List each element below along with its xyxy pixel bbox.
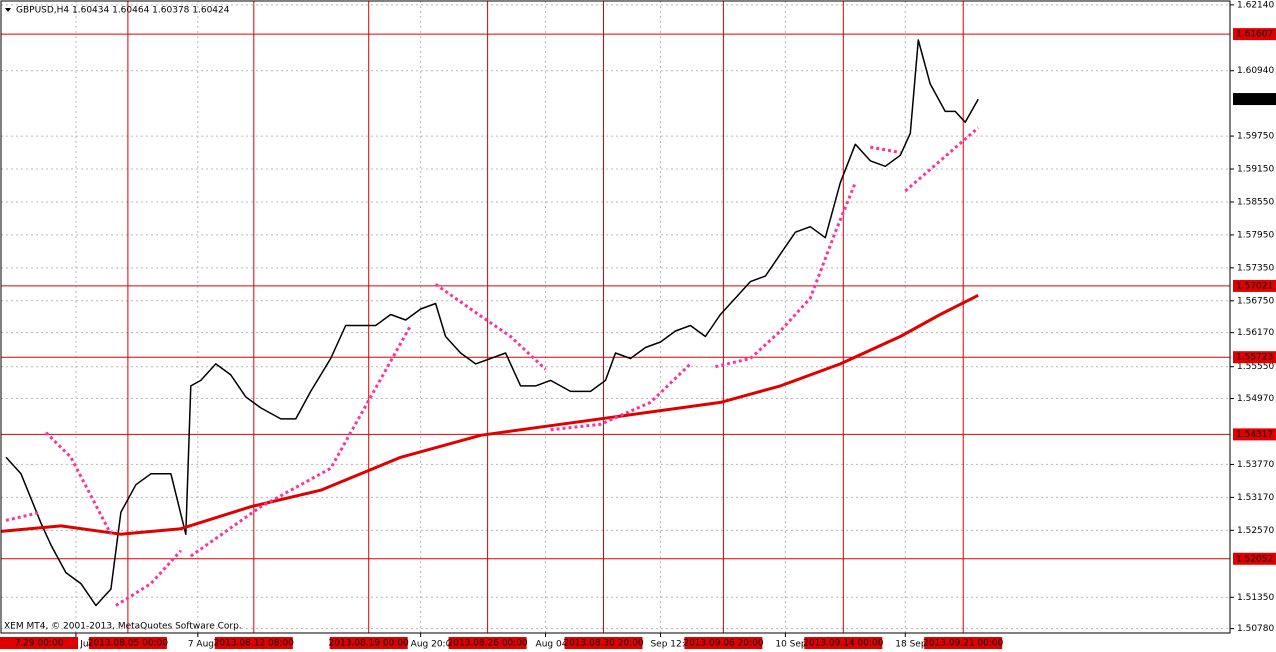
level-label: 1.61607	[1236, 30, 1273, 40]
date-tag	[329, 637, 408, 649]
date-label: 2013.08.26 00:00	[447, 639, 528, 649]
level-tag	[1233, 552, 1276, 565]
y-tick-label: 1.59750	[1237, 132, 1274, 142]
y-tick-label: 1.50780	[1237, 624, 1274, 634]
level-tag	[1233, 28, 1276, 41]
y-tick-label: 1.55550	[1237, 362, 1274, 372]
y-tick-label: 1.52570	[1237, 526, 1274, 536]
date-label: 7.29 00:00	[15, 639, 64, 649]
y-tick-label: 1.53170	[1237, 493, 1274, 503]
date-tag	[214, 637, 293, 649]
level-label: 1.57021	[1236, 281, 1273, 291]
level-tag	[1233, 428, 1276, 441]
level-label: 1.55723	[1236, 353, 1273, 363]
x-tick-label: 10 Sep	[775, 640, 807, 650]
y-tick-label: 1.57950	[1237, 230, 1274, 240]
y-tick-label: 1.56170	[1237, 328, 1274, 338]
x-tick-label: Aug 20:00	[411, 640, 458, 650]
y-tick-label: 1.51350	[1237, 593, 1274, 603]
date-label: 2013.08.12 08:00	[214, 639, 295, 649]
chart-title: GBPUSD,H4 1.60434 1.60464 1.60378 1.6042…	[16, 6, 230, 16]
level-label: 1.54317	[1236, 430, 1273, 440]
date-tag	[684, 637, 763, 649]
date-tag	[564, 637, 643, 649]
y-tick-label: 1.58550	[1237, 197, 1274, 207]
date-label: 2013.08.19 00:00	[329, 639, 410, 649]
y-tick-label: 1.57350	[1237, 263, 1274, 273]
series-line	[5, 39, 979, 607]
date-label: 2013.09.21 00:00	[923, 639, 1004, 649]
date-label: 2013.08.30 20:00	[563, 639, 644, 649]
y-tick-label: 1.53770	[1237, 460, 1274, 470]
date-label: 2013.09.14 00:00	[803, 639, 884, 649]
y-tick-label: 1.59150	[1237, 165, 1274, 175]
x-tick-label: Sep 12:	[650, 640, 684, 650]
level-tag	[1233, 279, 1276, 292]
y-tick-label: 1.62140	[1237, 0, 1274, 10]
y-tick-label: 1.54970	[1237, 394, 1274, 404]
y-tick-label: 1.56750	[1237, 296, 1274, 306]
series-line	[5, 126, 980, 607]
date-label: 2013.09.06 20:00	[683, 639, 764, 649]
x-tick-label: 31 Jul	[66, 640, 91, 650]
level-label: 1.52052	[1236, 554, 1273, 564]
x-tick-label: 7 Aug	[188, 640, 214, 650]
date-label: 2013.08.05 00:00	[88, 639, 169, 649]
date-tag	[0, 637, 78, 649]
price-label: 1.60424	[1236, 95, 1273, 105]
copyright: XEM MT4, © 2001-2013, MetaQuotes Softwar…	[4, 622, 242, 632]
date-tag	[448, 637, 527, 649]
level-tag	[1233, 351, 1276, 364]
price-tag	[1233, 93, 1276, 106]
menu-arrow[interactable]	[5, 8, 11, 12]
plot-frame	[0, 0, 1231, 634]
y-tick-label: 1.60940	[1237, 66, 1274, 76]
series-line	[0, 293, 979, 536]
date-tag	[804, 637, 883, 649]
x-tick-label: Aug 04:0	[536, 640, 577, 650]
x-tick-label: 18 Sep	[895, 640, 927, 650]
date-tag	[88, 637, 167, 649]
date-tag	[924, 637, 1003, 649]
